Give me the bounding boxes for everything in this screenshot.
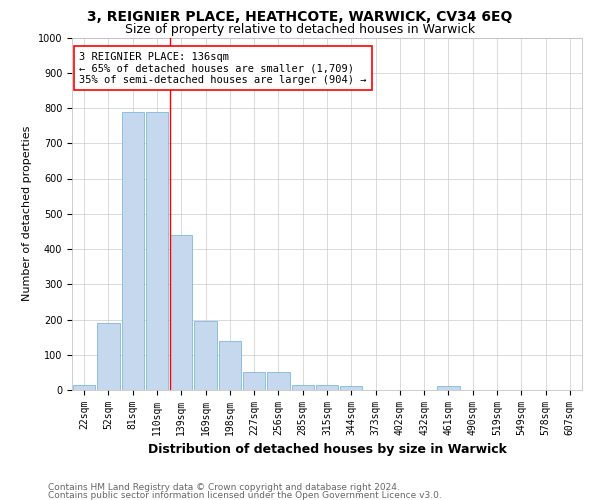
Text: 3 REIGNIER PLACE: 136sqm
← 65% of detached houses are smaller (1,709)
35% of sem: 3 REIGNIER PLACE: 136sqm ← 65% of detach… xyxy=(79,52,367,85)
Y-axis label: Number of detached properties: Number of detached properties xyxy=(22,126,32,302)
Bar xyxy=(243,372,265,390)
Bar xyxy=(122,112,144,390)
Bar xyxy=(73,384,95,390)
Bar xyxy=(437,386,460,390)
Text: 3, REIGNIER PLACE, HEATHCOTE, WARWICK, CV34 6EQ: 3, REIGNIER PLACE, HEATHCOTE, WARWICK, C… xyxy=(88,10,512,24)
Bar xyxy=(292,384,314,390)
Bar xyxy=(170,235,193,390)
Text: Size of property relative to detached houses in Warwick: Size of property relative to detached ho… xyxy=(125,22,475,36)
Bar xyxy=(218,340,241,390)
Bar xyxy=(316,384,338,390)
X-axis label: Distribution of detached houses by size in Warwick: Distribution of detached houses by size … xyxy=(148,444,506,456)
Text: Contains HM Land Registry data © Crown copyright and database right 2024.: Contains HM Land Registry data © Crown c… xyxy=(48,484,400,492)
Text: Contains public sector information licensed under the Open Government Licence v3: Contains public sector information licen… xyxy=(48,490,442,500)
Bar xyxy=(267,372,290,390)
Bar xyxy=(340,386,362,390)
Bar xyxy=(97,323,119,390)
Bar xyxy=(146,112,168,390)
Bar xyxy=(194,322,217,390)
